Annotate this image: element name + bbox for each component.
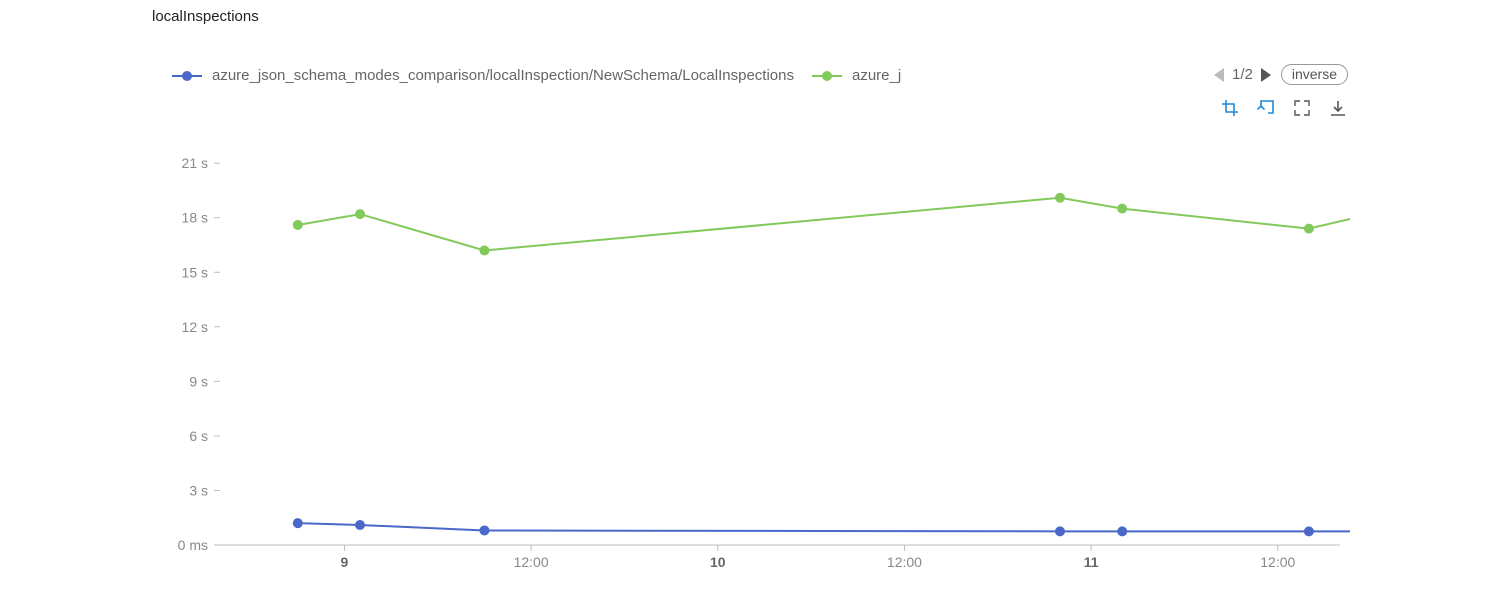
chart-area: 0 ms 3 s 6 s 9 s 12 s 15 s 18 s 21 s 9 12:00 10 12:… [160, 130, 1350, 575]
x-tick-label: 12:00 [1260, 554, 1295, 570]
x-tick-label: 9 [341, 554, 349, 570]
series-green-point[interactable] [355, 209, 365, 219]
y-tick-label: 18 s [182, 210, 208, 226]
prev-page-icon[interactable] [1214, 68, 1224, 82]
series-blue-point[interactable] [479, 525, 489, 535]
chart-svg: 0 ms 3 s 6 s 9 s 12 s 15 s 18 s 21 s 9 12:00 10 12:… [160, 130, 1350, 575]
legend-item-1[interactable]: azure_j [812, 67, 901, 84]
legend-item-0[interactable]: azure_json_schema_modes_comparison/local… [172, 67, 794, 84]
series-green-point[interactable] [479, 245, 489, 255]
series-blue-line [298, 523, 1350, 531]
legend: azure_json_schema_modes_comparison/local… [172, 67, 1350, 84]
y-tick-label: 21 s [182, 155, 208, 171]
series-blue-point[interactable] [1055, 526, 1065, 536]
pager-text: 1/2 [1232, 66, 1253, 83]
crop-icon[interactable] [1220, 98, 1240, 118]
x-tick-label: 11 [1084, 554, 1099, 570]
expand-icon[interactable] [1292, 98, 1312, 118]
series-blue-point[interactable] [1304, 526, 1314, 536]
legend-swatch-0 [172, 75, 202, 77]
toolbar: 1/2 inverse [1214, 64, 1348, 85]
legend-label-0: azure_json_schema_modes_comparison/local… [212, 67, 794, 84]
legend-label-1: azure_j [852, 67, 901, 84]
y-tick-label: 6 s [189, 428, 208, 444]
x-tick-label: 12:00 [514, 554, 549, 570]
chart-title: localInspections [152, 8, 259, 25]
inverse-button[interactable]: inverse [1281, 64, 1348, 85]
series-green-line [298, 198, 1350, 251]
next-page-icon[interactable] [1261, 68, 1271, 82]
x-tick-label: 10 [710, 554, 726, 570]
series-blue-point[interactable] [293, 518, 303, 528]
download-icon[interactable] [1328, 98, 1348, 118]
x-tick-label: 12:00 [887, 554, 922, 570]
series-blue-point[interactable] [1117, 526, 1127, 536]
y-tick-label: 9 s [189, 373, 208, 389]
legend-swatch-1 [812, 75, 842, 77]
y-tick-label: 0 ms [178, 537, 208, 553]
toolbar-secondary [1220, 98, 1348, 118]
y-tick-label: 12 s [182, 319, 208, 335]
pager: 1/2 [1214, 66, 1271, 83]
series-green-point[interactable] [1055, 193, 1065, 203]
y-tick-label: 15 s [182, 264, 208, 280]
y-tick-label: 3 s [189, 482, 208, 498]
reset-icon[interactable] [1256, 98, 1276, 118]
series-blue-point[interactable] [355, 520, 365, 530]
series-green-point[interactable] [1117, 204, 1127, 214]
series-green-point[interactable] [293, 220, 303, 230]
series-green-point[interactable] [1304, 224, 1314, 234]
